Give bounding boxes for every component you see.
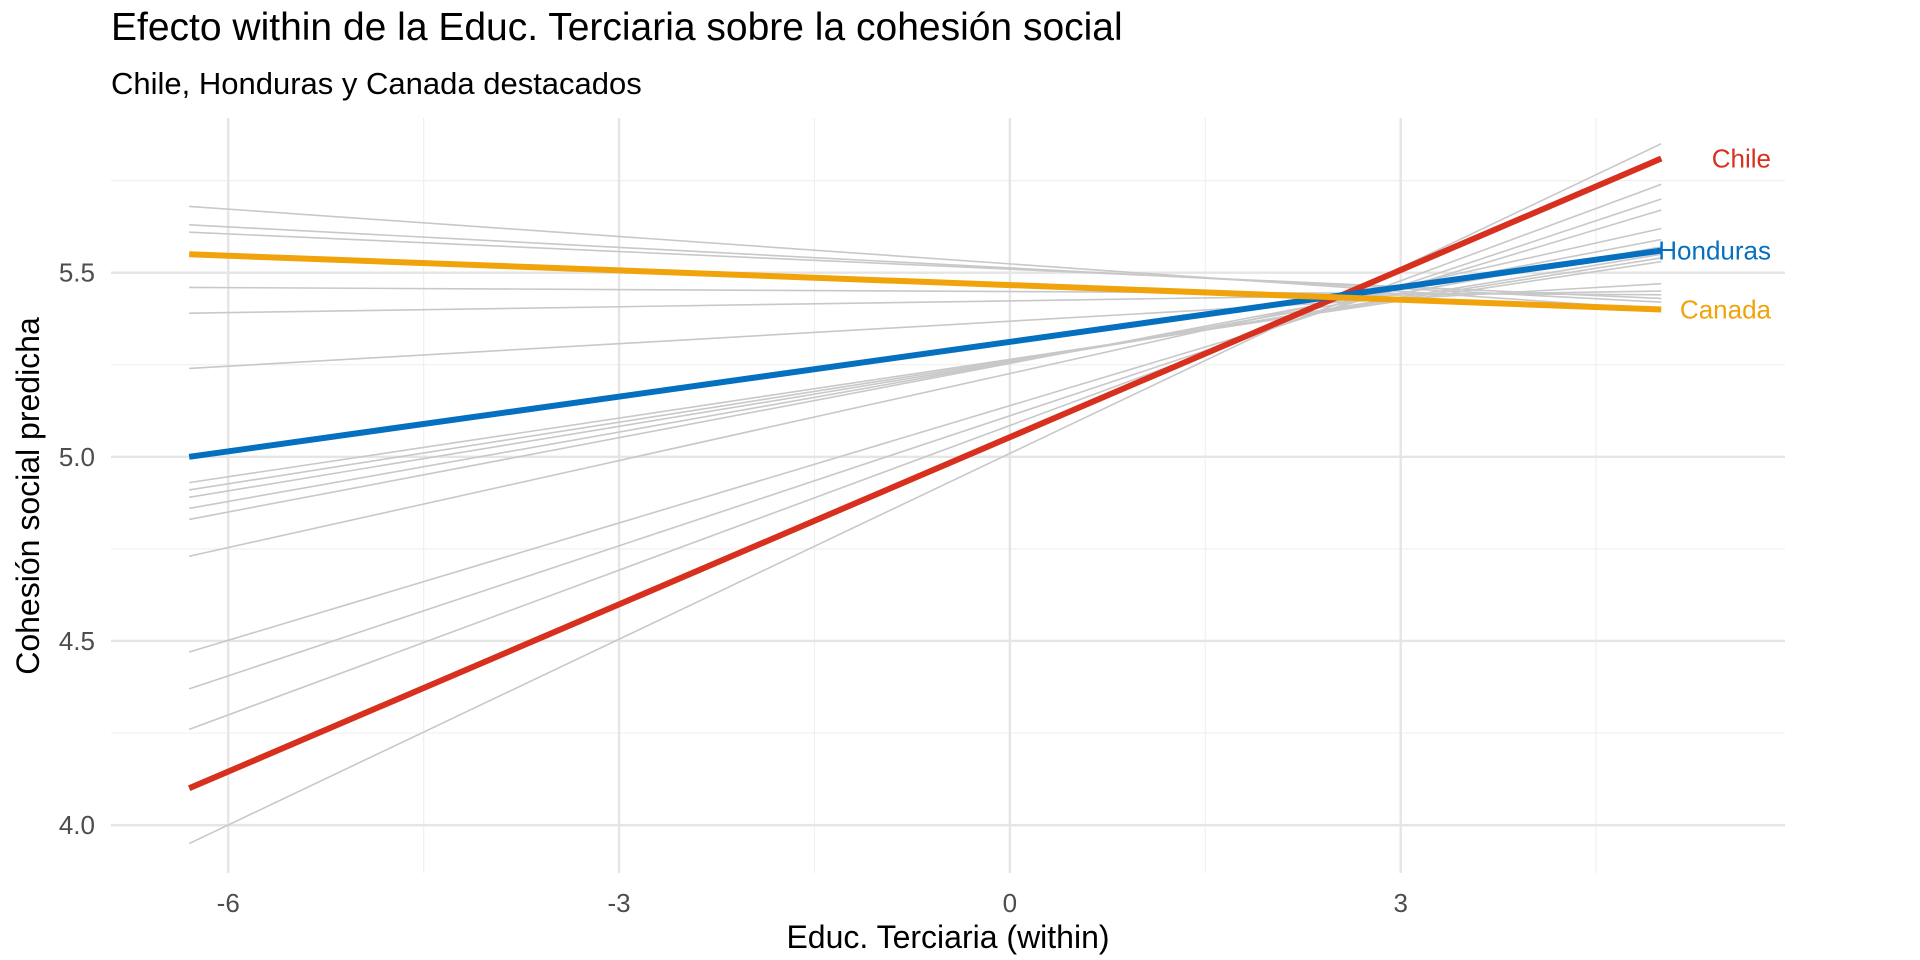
background-line-12 xyxy=(188,209,1662,653)
x-tick-label-2: 0 xyxy=(1003,888,1017,918)
x-axis-title: Educ. Terciaria (within) xyxy=(786,919,1109,955)
chart-title: Efecto within de la Educ. Terciaria sobr… xyxy=(111,6,1123,49)
series-label-canada: Canada xyxy=(1680,295,1772,325)
background-line-11 xyxy=(188,227,1662,558)
background-line-3 xyxy=(189,286,1662,296)
y-tick-label-1: 4.5 xyxy=(59,626,95,656)
y-tick-label-2: 5.0 xyxy=(59,442,95,472)
background-series-lines xyxy=(188,143,1662,845)
background-line-9 xyxy=(189,246,1662,510)
y-axis-ticks: 4.0 4.5 5.0 5.5 xyxy=(59,258,95,840)
y-axis-title: Cohesión social predicha xyxy=(10,317,46,675)
background-line-14 xyxy=(188,183,1662,731)
background-line-7 xyxy=(189,257,1662,491)
y-tick-label-0: 4.0 xyxy=(59,810,95,840)
x-tick-label-1: -3 xyxy=(607,888,630,918)
background-line-15 xyxy=(188,143,1662,845)
x-axis-ticks: -6 -3 0 3 xyxy=(217,888,1408,918)
x-tick-label-3: 3 xyxy=(1393,888,1407,918)
background-line-6 xyxy=(189,260,1662,484)
series-labels: Chile Honduras Canada xyxy=(1658,144,1771,325)
series-line-honduras xyxy=(188,247,1662,460)
grid-minor xyxy=(111,118,1785,873)
background-line-8 xyxy=(189,253,1662,499)
highlighted-series-lines xyxy=(187,155,1663,792)
background-line-1 xyxy=(189,224,1662,303)
background-line-13 xyxy=(188,198,1662,690)
series-line-canada xyxy=(189,251,1662,313)
chart-subtitle: Chile, Honduras y Canada destacados xyxy=(111,66,642,101)
y-tick-label-3: 5.5 xyxy=(59,258,95,288)
series-label-honduras: Honduras xyxy=(1658,236,1771,266)
background-line-0 xyxy=(189,205,1662,311)
series-label-chile: Chile xyxy=(1712,144,1771,174)
x-tick-label-0: -6 xyxy=(217,888,240,918)
series-line-chile xyxy=(187,155,1663,792)
